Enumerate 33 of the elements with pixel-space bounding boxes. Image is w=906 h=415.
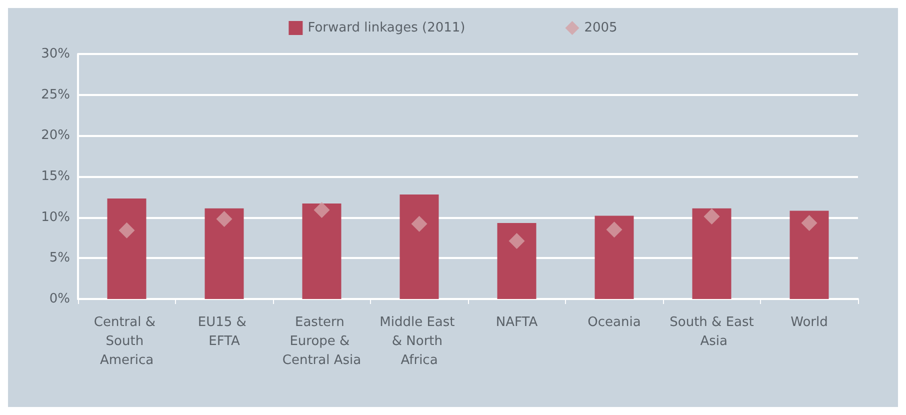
x-tick-label: South & East Asia — [670, 315, 754, 349]
y-tick-label: 20% — [41, 128, 70, 144]
bar — [497, 223, 536, 299]
point — [216, 210, 232, 227]
y-tick-label: 30% — [41, 46, 70, 62]
x-tick-label: Eastern Europe & Central Asia — [282, 315, 362, 368]
x-tick-label: EU15 & EFTA — [198, 315, 251, 349]
bar — [790, 210, 829, 299]
point — [118, 222, 135, 238]
point — [314, 202, 330, 218]
y-tick-label: 15% — [41, 169, 70, 184]
point — [508, 233, 525, 250]
point — [411, 216, 428, 232]
point — [606, 222, 622, 238]
bar — [107, 198, 146, 299]
bar — [204, 208, 244, 299]
legend-label: Forward linkages (2011) — [308, 20, 466, 36]
x-tick-label: NAFTA — [496, 315, 538, 330]
bar — [400, 194, 439, 299]
x-tick-label: Middle East & North Africa — [380, 315, 459, 368]
bar — [302, 203, 342, 299]
x-tick-label: Oceania — [588, 315, 641, 330]
y-tick-label: 10% — [41, 210, 70, 225]
bar — [594, 216, 634, 299]
x-tick-label: Central & South America — [94, 315, 160, 368]
y-tick-label: 5% — [49, 250, 70, 266]
point — [801, 215, 818, 232]
bar — [692, 208, 732, 299]
point — [704, 208, 720, 225]
x-tick-label: World — [790, 315, 828, 330]
y-tick-label: 0% — [49, 292, 70, 306]
legend-label: 2005 — [584, 20, 618, 36]
y-tick-label: 25% — [41, 87, 70, 102]
